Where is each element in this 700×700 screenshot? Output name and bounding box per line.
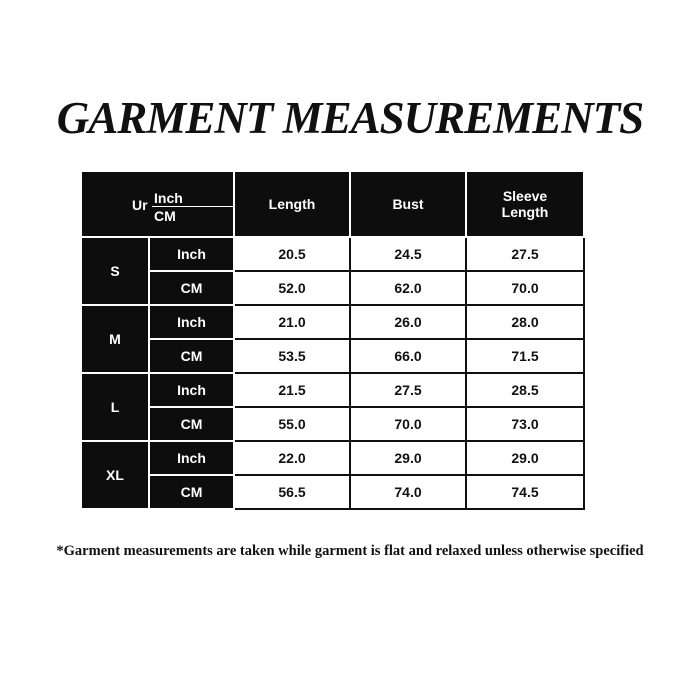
size-label: L [80,372,150,442]
measurement-cell: 52.0 [233,270,351,306]
size-chart-table: Ur Inch CM Length Bust Sleeve Length S In… [80,170,585,510]
measurement-cell: 62.0 [349,270,467,306]
table-row: S Inch 20.5 24.5 27.5 [80,236,585,306]
table-row: M Inch 21.0 26.0 28.0 [80,304,585,374]
measurement-cell: 74.5 [465,474,585,510]
unit-label: Inch [148,304,235,340]
table-row: CM 55.0 70.0 73.0 [81,406,585,442]
unit-label: CM [148,338,235,374]
unit-divider [152,206,233,207]
unit-prefix: Ur [132,197,148,213]
unit-label: CM [148,270,235,306]
size-label: S [80,236,150,306]
table-row: CM 56.5 74.0 74.5 [81,474,585,510]
measurement-cell: 70.0 [349,406,467,442]
measurement-cell: 74.0 [349,474,467,510]
table-header-row: Ur Inch CM Length Bust Sleeve Length [80,170,585,238]
table-row: XL Inch 22.0 29.0 29.0 [80,440,585,510]
column-header: Length [233,170,351,238]
measurement-cell: 28.5 [465,372,585,408]
measurement-cell: 21.0 [233,304,351,340]
measurement-cell: 70.0 [465,270,585,306]
measurement-cell: 55.0 [233,406,351,442]
unit-label: Inch [148,440,235,476]
measurement-cell: 56.5 [233,474,351,510]
unit-label: CM [148,474,235,510]
table-row: CM 52.0 62.0 70.0 [81,270,585,306]
measurement-cell: 73.0 [465,406,585,442]
column-header: Bust [349,170,467,238]
measurement-cell: 71.5 [465,338,585,374]
unit-label: CM [148,406,235,442]
table-row: CM 53.5 66.0 71.5 [81,338,585,374]
size-label: XL [80,440,150,510]
measurement-cell: 29.0 [465,440,585,476]
measurement-cell: 53.5 [233,338,351,374]
measurement-cell: 29.0 [349,440,467,476]
measurement-cell: 21.5 [233,372,351,408]
unit-inch-label: Inch [154,190,183,206]
unit-label: Inch [148,372,235,408]
unit-cm-label: CM [154,208,176,224]
measurement-cell: 20.5 [233,236,351,272]
unit-header-cell: Ur Inch CM [80,170,235,238]
column-header: Sleeve Length [465,170,585,238]
measurement-cell: 27.5 [349,372,467,408]
footnote: *Garment measurements are taken while ga… [56,543,644,559]
measurement-cell: 26.0 [349,304,467,340]
unit-label: Inch [148,236,235,272]
measurement-cell: 24.5 [349,236,467,272]
table-row: L Inch 21.5 27.5 28.5 [80,372,585,442]
size-label: M [80,304,150,374]
measurement-cell: 28.0 [465,304,585,340]
measurement-cell: 27.5 [465,236,585,272]
measurement-cell: 66.0 [349,338,467,374]
page-title: GARMENT MEASUREMENTS [56,93,644,143]
measurement-cell: 22.0 [233,440,351,476]
